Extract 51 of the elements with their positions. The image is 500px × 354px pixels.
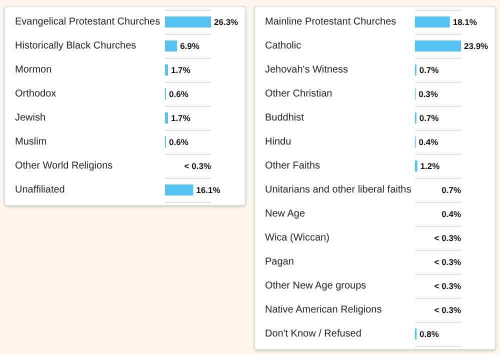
data-label: 26.3%: [214, 17, 239, 27]
y-tick-label: Orthodox: [15, 88, 56, 100]
y-tick-label: Catholic: [265, 40, 302, 52]
text: < 0.3%: [434, 281, 461, 291]
data-label: 0.3%: [418, 89, 438, 99]
data-label: 0.7%: [419, 65, 440, 75]
y-tick-label: Muslim: [15, 136, 47, 148]
text: < 0.3%: [184, 161, 211, 171]
y-tick-label: Other World Religions: [15, 160, 113, 172]
y-tick-label: Buddhist: [265, 112, 304, 124]
text: < 0.3%: [434, 305, 461, 315]
y-tick-label: Hindu: [265, 136, 292, 148]
data-label: 0.4%: [418, 137, 439, 147]
bar: [165, 16, 211, 28]
bar: [415, 40, 461, 52]
data-label: 16.1%: [196, 185, 221, 195]
y-tick-label: Mormon: [15, 64, 52, 76]
text: 0.4%: [442, 209, 461, 219]
y-tick-label: Other New Age groups: [265, 280, 366, 292]
data-label: 1.2%: [420, 161, 440, 171]
y-tick-label: Jehovah's Witness: [265, 64, 348, 76]
y-tick-label: Other Christian: [265, 88, 332, 100]
y-tick-label: Don't Know / Refused: [265, 328, 362, 340]
bar: [165, 40, 178, 52]
text: < 0.3%: [434, 233, 461, 243]
y-tick-label: Wica (Wiccan): [265, 232, 330, 244]
data-label: 0.6%: [169, 89, 189, 99]
y-tick-label: Historically Black Churches: [15, 40, 136, 52]
data-label: 18.1%: [452, 17, 478, 27]
data-label: 1.7%: [170, 65, 191, 75]
y-tick-label: Unaffiliated: [15, 184, 65, 196]
y-tick-label: Other Faiths: [265, 160, 320, 172]
y-tick-label: Unitarians and other liberal faiths: [265, 184, 412, 196]
bar: [165, 64, 168, 76]
bar: [165, 112, 168, 124]
y-tick-label: New Age: [265, 208, 306, 220]
data-label: 0.8%: [420, 329, 440, 339]
bar: [165, 184, 194, 196]
bar: [415, 16, 450, 28]
text: 0.7%: [442, 185, 461, 195]
data-label: 6.9%: [180, 41, 200, 51]
y-tick-label: Evangelical Protestant Churches: [15, 16, 160, 28]
y-tick-label: Jewish: [15, 112, 46, 124]
data-label: 0.7%: [419, 113, 440, 123]
y-tick-label: Pagan: [265, 256, 294, 268]
data-label: 1.7%: [170, 113, 191, 123]
text: < 0.3%: [434, 257, 461, 267]
y-tick-label: Mainline Protestant Churches: [265, 16, 396, 28]
data-label: 0.6%: [169, 137, 189, 147]
y-tick-label: Native American Religions: [265, 304, 382, 316]
data-label: 23.9%: [464, 41, 489, 51]
